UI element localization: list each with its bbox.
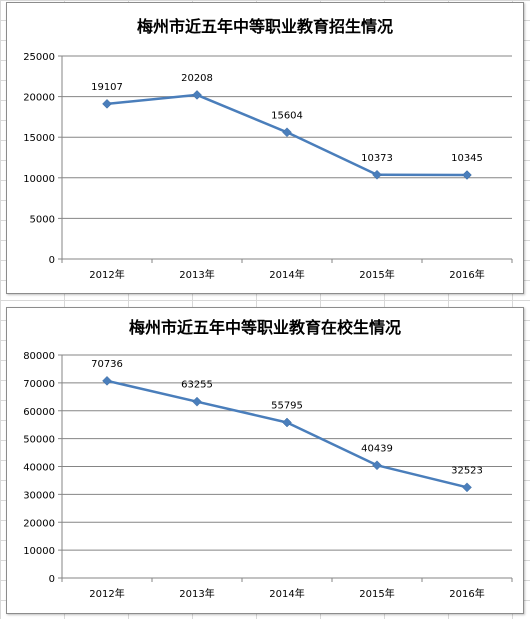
x-tick-label: 2015年 bbox=[359, 587, 394, 600]
data-series bbox=[102, 90, 472, 180]
data-label: 19107 bbox=[91, 82, 123, 93]
data-point-marker bbox=[462, 170, 472, 180]
student-population-chart-svg: 梅州市近五年中等职业教育在校生情况 0 10000 20000 30000 40000 5… bbox=[23, 318, 513, 600]
y-tick-label: 15000 bbox=[23, 133, 55, 144]
y-tick-label: 70000 bbox=[23, 379, 55, 390]
data-point-marker bbox=[372, 460, 382, 471]
data-label: 20208 bbox=[181, 73, 213, 84]
student-population-chart: 梅州市近五年中等职业教育在校生情况 0 10000 20000 30000 40000 5… bbox=[6, 307, 524, 614]
y-tick-label: 60000 bbox=[23, 407, 55, 418]
x-tick-label: 2013年 bbox=[179, 587, 214, 600]
data-point-marker bbox=[462, 482, 472, 493]
data-point-marker bbox=[282, 417, 292, 428]
gridlines bbox=[62, 55, 512, 219]
x-tick-label: 2013年 bbox=[179, 268, 214, 281]
gridlines bbox=[62, 354, 512, 551]
data-label: 32523 bbox=[451, 465, 483, 476]
axes bbox=[58, 354, 513, 582]
data-labels: 19107 20208 15604 10373 10345 bbox=[91, 73, 483, 164]
data-point-marker bbox=[372, 169, 382, 180]
x-tick-label: 2016年 bbox=[449, 587, 484, 600]
data-point-marker bbox=[102, 375, 112, 386]
x-tick-label: 2016年 bbox=[449, 268, 484, 281]
enrollment-chart: 梅州市近五年中等职业教育招生情况 0 5000 10000 15000 20000 250… bbox=[6, 2, 524, 294]
chart-title: 梅州市近五年中等职业教育在校生情况 bbox=[129, 318, 401, 337]
x-tick-label: 2015年 bbox=[359, 268, 394, 281]
x-tick-labels: 2012年 2013年 2014年 2015年 2016年 bbox=[89, 587, 484, 600]
series-line bbox=[106, 379, 468, 489]
x-tick-label: 2012年 bbox=[89, 587, 124, 600]
y-tick-label: 25000 bbox=[23, 52, 55, 63]
x-tick-label: 2014年 bbox=[269, 268, 304, 281]
data-label: 10345 bbox=[451, 153, 483, 164]
data-point-marker bbox=[102, 98, 112, 109]
x-tick-label: 2014年 bbox=[269, 587, 304, 600]
y-tick-label: 5000 bbox=[30, 214, 55, 225]
data-point-marker bbox=[192, 396, 202, 407]
enrollment-chart-svg: 梅州市近五年中等职业教育招生情况 0 5000 10000 15000 20000 250… bbox=[23, 17, 513, 281]
y-tick-label: 40000 bbox=[23, 463, 55, 474]
data-label: 15604 bbox=[271, 110, 303, 121]
data-label: 40439 bbox=[361, 443, 393, 454]
y-tick-label: 0 bbox=[49, 255, 55, 266]
y-tick-label: 0 bbox=[49, 574, 55, 585]
y-tick-label: 80000 bbox=[23, 351, 55, 362]
data-point-marker bbox=[282, 127, 292, 138]
data-labels: 70736 63255 55795 40439 32523 bbox=[91, 359, 483, 477]
y-tick-label: 10000 bbox=[23, 546, 55, 557]
x-tick-label: 2012年 bbox=[89, 268, 124, 281]
data-label: 55795 bbox=[271, 400, 303, 411]
x-tick-labels: 2012年 2013年 2014年 2015年 2016年 bbox=[89, 268, 484, 281]
y-tick-label: 10000 bbox=[23, 174, 55, 185]
data-label: 70736 bbox=[91, 359, 123, 370]
data-point-marker bbox=[192, 90, 202, 100]
y-tick-label: 50000 bbox=[23, 435, 55, 446]
data-label: 63255 bbox=[181, 380, 213, 391]
data-label: 10373 bbox=[361, 153, 393, 164]
y-tick-label: 30000 bbox=[23, 490, 55, 501]
y-tick-label: 20000 bbox=[23, 93, 55, 104]
data-series bbox=[102, 375, 472, 493]
y-tick-label: 20000 bbox=[23, 518, 55, 529]
y-tick-labels: 0 5000 10000 15000 20000 25000 bbox=[23, 52, 55, 266]
chart-title: 梅州市近五年中等职业教育招生情况 bbox=[137, 17, 393, 36]
axes bbox=[58, 55, 513, 263]
y-tick-labels: 0 10000 20000 30000 40000 50000 60000 70000 8000… bbox=[23, 351, 55, 585]
